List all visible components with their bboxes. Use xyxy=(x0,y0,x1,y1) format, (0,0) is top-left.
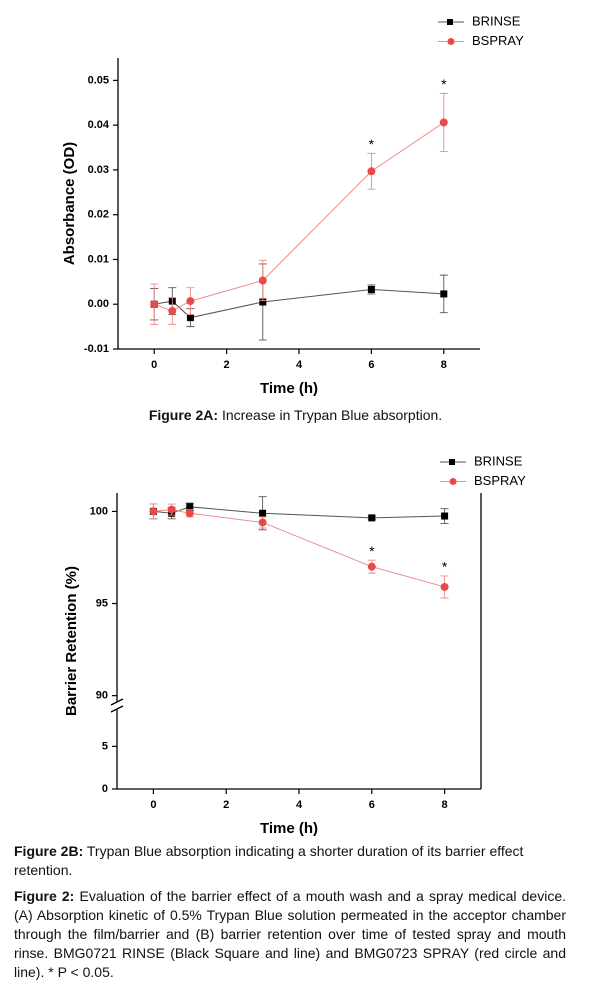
legend-marker xyxy=(449,478,457,485)
series-line xyxy=(153,506,445,519)
x-tick-label: 2 xyxy=(224,359,230,371)
y-tick-label: 100 xyxy=(90,505,108,517)
y-tick-label: 0 xyxy=(102,783,108,795)
x-tick-label: 2 xyxy=(223,799,229,811)
figure: -0.01 0.00 0.01 0.02 0.03 0.04 0.05 0 2 4 6 8 Time (… xyxy=(61,13,526,837)
caption-text: Trypan Blue absorption indicating a shor… xyxy=(14,843,524,878)
marker xyxy=(259,509,267,517)
marker xyxy=(439,118,448,127)
series-line xyxy=(153,509,445,588)
caption: Figure 2: Evaluation of the barrier effe… xyxy=(14,887,566,982)
series-line xyxy=(154,288,444,319)
y-tick-label: 0.01 xyxy=(88,253,109,265)
y-tick-label: 0.05 xyxy=(88,74,109,86)
marker xyxy=(367,167,376,176)
x-tick-label: 4 xyxy=(296,799,303,811)
caption: Figure 2A: Increase in Trypan Blue absor… xyxy=(0,406,591,425)
x-axis-title: Time (h) xyxy=(260,820,318,837)
caption-label: Figure 2A: xyxy=(148,407,219,423)
marker xyxy=(258,518,267,527)
axis-break xyxy=(110,698,124,713)
caption-label: Figure 2B: xyxy=(14,843,84,859)
x-tick-label: 8 xyxy=(441,359,447,371)
marker xyxy=(259,298,267,306)
legend-label: BRINSE xyxy=(472,13,521,28)
marker xyxy=(168,306,177,315)
marker xyxy=(367,562,376,571)
legend-marker xyxy=(449,459,455,465)
y-tick-label: 0.04 xyxy=(88,119,110,131)
marker xyxy=(185,509,194,518)
marker xyxy=(186,503,194,511)
y-axis-title: Absorbance (OD) xyxy=(61,142,78,265)
x-tick-label: 0 xyxy=(151,359,157,371)
marker xyxy=(367,285,375,293)
caption-label: Figure 2: xyxy=(14,888,75,904)
legend-label: BSPRAY xyxy=(472,33,524,48)
legend-marker xyxy=(447,19,453,25)
y-tick-label: 90 xyxy=(96,690,108,702)
x-tick-label: 0 xyxy=(150,799,156,811)
annotation: * xyxy=(369,543,375,559)
caption-text: Evaluation of the barrier effect of a mo… xyxy=(14,888,567,980)
series-line xyxy=(154,122,445,312)
y-tick-label: 0.00 xyxy=(88,298,109,310)
marker xyxy=(186,297,195,306)
annotation: * xyxy=(369,136,375,152)
legend-marker xyxy=(447,38,455,45)
marker xyxy=(441,512,449,520)
y-axis-title: Barrier Retention (%) xyxy=(63,566,80,716)
annotation: * xyxy=(442,559,448,575)
marker xyxy=(150,300,159,309)
marker xyxy=(440,582,449,591)
y-tick-label: 0.03 xyxy=(88,164,109,176)
marker xyxy=(258,276,267,285)
x-tick-label: 8 xyxy=(442,799,448,811)
marker xyxy=(368,514,376,522)
caption: Figure 2B: Trypan Blue absorption indica… xyxy=(14,842,576,880)
x-axis-title: Time (h) xyxy=(260,380,318,397)
marker xyxy=(440,290,448,298)
y-tick-label: 0.02 xyxy=(88,209,109,221)
x-tick-label: 4 xyxy=(296,359,303,371)
marker xyxy=(186,314,194,322)
marker xyxy=(167,505,176,514)
y-tick-label: 95 xyxy=(96,597,108,609)
legend-label: BSPRAY xyxy=(474,473,526,488)
legend-label: BRINSE xyxy=(474,453,523,468)
y-tick-label: -0.01 xyxy=(84,343,109,355)
marker xyxy=(149,507,158,516)
x-tick-label: 6 xyxy=(369,799,375,811)
y-tick-label: 5 xyxy=(102,740,108,752)
annotation: * xyxy=(441,76,447,92)
caption-text: Increase in Trypan Blue absorption. xyxy=(221,407,443,423)
x-tick-label: 6 xyxy=(368,359,374,371)
